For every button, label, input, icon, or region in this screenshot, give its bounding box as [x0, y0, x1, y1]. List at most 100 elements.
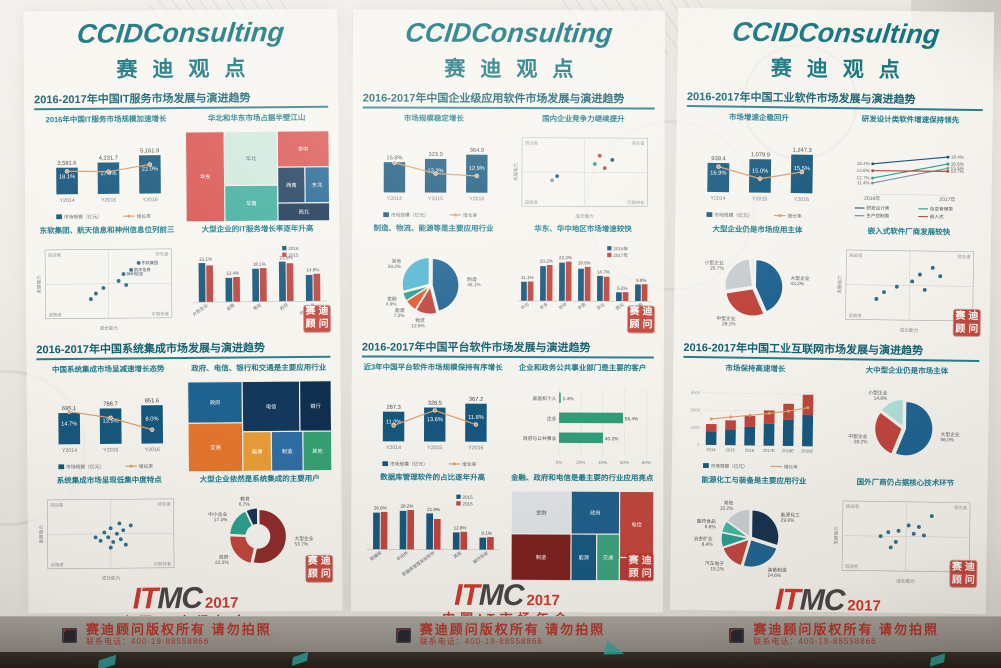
- saidi-seal-stamp: 赛迪顾问: [953, 309, 981, 337]
- svg-text:15.5%: 15.5%: [794, 166, 810, 172]
- svg-text:增长率: 增长率: [787, 213, 802, 220]
- svg-text:华中: 华中: [297, 145, 308, 153]
- svg-text:11.8%: 11.8%: [468, 414, 484, 420]
- seal-char: 问: [968, 323, 979, 335]
- seal-char: 迪: [642, 306, 653, 318]
- svg-text:15.5%: 15.5%: [950, 166, 963, 171]
- chart-canvas: 695.1 14.7% Y2014 788.7 13.5% Y2015 851.6 8.0% Y…: [37, 382, 181, 473]
- svg-text:政府与公共事业: 政府与公共事业: [523, 435, 556, 442]
- svg-text:追随者: 追随者: [51, 561, 65, 568]
- svg-text:Y2016: Y2016: [469, 196, 484, 202]
- svg-text:成长能力: 成长能力: [102, 574, 121, 581]
- ccid-consulting-logo: CCIDConsulting: [75, 17, 286, 49]
- svg-text:政府: 政府: [278, 301, 290, 312]
- itmc-year: 2017: [847, 597, 881, 615]
- chart-title: 市场增速企稳回升: [728, 112, 790, 123]
- chart-canvas: 大型企业 53.7% 政府 22.2% 中小企业 17.3% 教育 6.7%: [188, 491, 332, 582]
- chart-p2c4: 华东、华中地区市场增速较快 11.1% 华北 20.2% 华东 22.3% 华中 18.8% 华…: [511, 222, 655, 333]
- svg-text:2015: 2015: [725, 447, 735, 452]
- svg-text:数据库: 数据库: [369, 549, 384, 563]
- chart-p1c1: 2016年中国IT服务市场规模加速增长 3,581.6 18.1% Y2014 4,23…: [34, 112, 178, 223]
- svg-text:2016: 2016: [462, 501, 473, 506]
- chart-canvas: 挑战者 领先者 追随者 可期待者 成长能力 发展能力 东软集团 航天信息 神州信息: [35, 243, 179, 334]
- svg-text:40.2%: 40.2%: [604, 436, 618, 442]
- itmc-mc: MC: [799, 583, 845, 618]
- seal-char: 迪: [318, 306, 329, 318]
- svg-text:22.3%: 22.3%: [558, 255, 571, 260]
- seal-char: 顾: [955, 323, 966, 335]
- svg-text:装备制造: 装备制造: [768, 566, 787, 573]
- chart-canvas: 0% 20% 40% 60% 80% 家庭和个人 1.4% 企业 58.4% 政府与公共事业 40.…: [511, 381, 654, 471]
- svg-text:18.1%: 18.1%: [59, 174, 75, 180]
- svg-text:增长率: 增长率: [462, 460, 476, 467]
- svg-text:其他: 其他: [452, 549, 464, 560]
- svg-text:2019E: 2019E: [801, 449, 813, 454]
- svg-text:12.9%: 12.9%: [469, 166, 485, 172]
- chart-title: 企业和政务公共事业部门是主要的客户: [518, 362, 647, 373]
- seal-char: 迪: [968, 310, 979, 322]
- svg-text:嵌入式: 嵌入式: [929, 213, 943, 220]
- seal-char: 迪: [320, 555, 331, 567]
- chart-row: 市场保持高速增长 0 1500 3000 4500 2014 2015 2016 2017E 20…: [682, 361, 980, 476]
- svg-text:能源: 能源: [251, 447, 262, 455]
- svg-text:Y2015: Y2015: [428, 196, 443, 202]
- floor: [0, 641, 1001, 668]
- saidi-seal-stamp: 赛迪顾问: [627, 554, 654, 581]
- svg-text:367.2: 367.2: [469, 396, 483, 402]
- svg-text:14.7%: 14.7%: [61, 421, 77, 427]
- chart-p3c8: 国外厂商仍占据核心技术环节挑战者领先者追随者可期待者成长能力发展能力赛迪顾问: [832, 475, 978, 588]
- section-title: 2016-2017年中国工业软件市场发展与演进趋势: [686, 87, 984, 112]
- chart-canvas: 大型企业 43.2% 中型企业 29.1% 小型企业 25.7%: [684, 241, 830, 334]
- chart-title: 华东、华中地区市场增速较快: [534, 224, 632, 234]
- chart-p3c2: 研发设计类软件增速保持领先 16.4% 18.4% 12.7% 16.6% 11.4% 15…: [837, 112, 983, 225]
- saidi-viewpoint-title: 赛迪观点: [444, 57, 589, 82]
- svg-text:东北: 东北: [311, 181, 322, 189]
- svg-text:5.2%: 5.2%: [617, 286, 627, 291]
- svg-text:Y2016: Y2016: [143, 197, 158, 203]
- svg-text:0%: 0%: [555, 459, 562, 464]
- chart-p1c5: 中国系统集成市场呈减速增长态势 695.1 14.7% Y2014 788.7 13.5%…: [36, 362, 180, 473]
- svg-text:大型企业: 大型企业: [940, 431, 959, 438]
- chart-canvas: 939.4 16.9% Y2014 1,079.9 15.0% Y2015 1,247.3 1…: [685, 130, 831, 223]
- svg-text:7.2%: 7.2%: [394, 313, 406, 319]
- svg-text:13.6%: 13.6%: [427, 417, 443, 423]
- chart-canvas: 11.1% 华北 20.2% 华东 22.3% 华中 18.8% 华南 14.7% 东北 5.2% 西…: [511, 242, 654, 332]
- chart-title: 国外厂商仍占据核心技术环节: [856, 477, 955, 488]
- chart-title: 金融、政府和电信是最主要的行业应用亮点: [510, 472, 654, 483]
- svg-text:29.2%: 29.2%: [388, 264, 402, 270]
- svg-text:2016: 2016: [745, 448, 755, 453]
- seal-char: 赛: [629, 306, 640, 318]
- chart-p2c3: 制造、物流、能源等是主要应用行业 制造 46.1% 物流 12.6% 能源 7.2% 金融 4.…: [362, 222, 505, 332]
- svg-text:发展能力: 发展能力: [35, 275, 42, 294]
- svg-text:挑战者: 挑战者: [845, 502, 859, 509]
- svg-text:其他: 其他: [312, 447, 323, 455]
- svg-text:Y2015: Y2015: [427, 445, 442, 451]
- svg-text:40%: 40%: [598, 460, 607, 465]
- svg-text:生产控制类: 生产控制类: [866, 212, 890, 219]
- svg-text:操作系统: 操作系统: [471, 549, 490, 565]
- chart-canvas: 26.8% 数据库 28.2% 中间件 21.9% 数据库管理系统软件 12.8% 其他 9.1…: [361, 490, 504, 580]
- svg-text:80%: 80%: [641, 460, 650, 465]
- svg-text:其他: 其他: [392, 258, 402, 265]
- svg-text:政府: 政府: [209, 398, 220, 406]
- chart-canvas: 制造 46.1% 物流 12.6% 能源 7.2% 金融 4.9% 其他 29.2%: [362, 242, 505, 332]
- svg-text:中型企业: 中型企业: [848, 433, 867, 440]
- svg-text:发展能力: 发展能力: [832, 526, 839, 545]
- svg-text:西南: 西南: [286, 181, 297, 189]
- seal-char: 问: [320, 568, 331, 580]
- chart-p1c6: 政府、电信、银行和交通是主要应用行业 政府 电信 银行 交通 能源 制造 其他: [187, 361, 332, 472]
- svg-text:56.0%: 56.0%: [940, 437, 954, 443]
- svg-text:1,079.9: 1,079.9: [751, 152, 770, 158]
- svg-text:制造: 制造: [467, 276, 477, 283]
- svg-text:Y2015: Y2015: [752, 196, 767, 202]
- svg-text:328.5: 328.5: [428, 400, 442, 406]
- svg-text:6.7%: 6.7%: [238, 501, 250, 507]
- svg-text:企业: 企业: [546, 415, 556, 422]
- svg-text:15.0%: 15.0%: [752, 169, 768, 175]
- chart-canvas: 大型企业 56.0% 中型企业 29.2% 小型企业 14.8%: [833, 383, 979, 476]
- svg-text:8.0%: 8.0%: [146, 416, 159, 422]
- svg-text:物流: 物流: [415, 317, 425, 324]
- svg-text:53.7%: 53.7%: [294, 541, 308, 547]
- svg-text:制造: 制造: [281, 447, 292, 455]
- contact-text: 联系电话：400-19-88558866: [753, 637, 877, 646]
